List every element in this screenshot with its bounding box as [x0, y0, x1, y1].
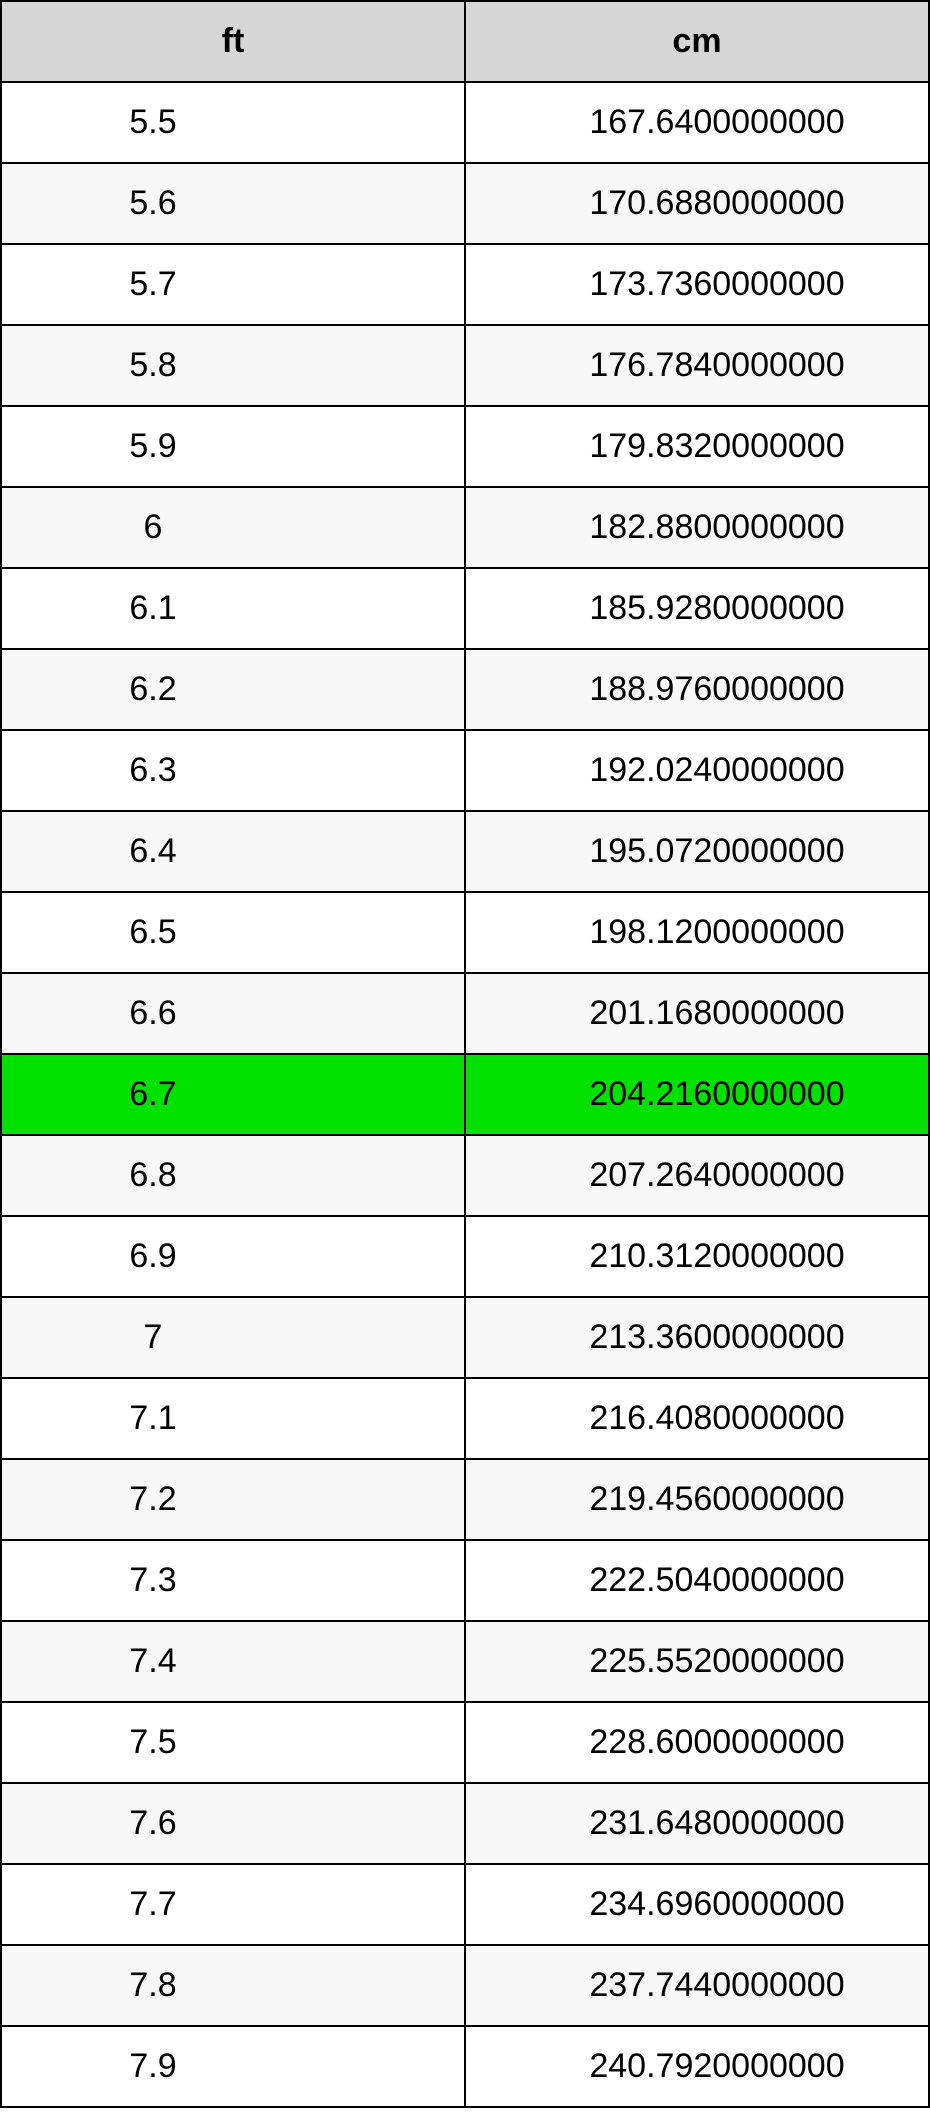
cell-cm: 179.8320000000 — [465, 406, 929, 487]
table-row: 6.7204.2160000000 — [1, 1054, 929, 1135]
cell-ft: 6.3 — [1, 730, 465, 811]
table-body: 5.5167.64000000005.6170.68800000005.7173… — [1, 82, 929, 2107]
cell-ft: 6.7 — [1, 1054, 465, 1135]
cell-ft: 5.7 — [1, 244, 465, 325]
cell-cm: 192.0240000000 — [465, 730, 929, 811]
cell-ft: 6.1 — [1, 568, 465, 649]
cell-ft: 7.2 — [1, 1459, 465, 1540]
cell-ft: 6.2 — [1, 649, 465, 730]
table-row: 5.9179.8320000000 — [1, 406, 929, 487]
cell-cm: 222.5040000000 — [465, 1540, 929, 1621]
conversion-table: ft cm 5.5167.64000000005.6170.6880000000… — [0, 0, 930, 2108]
cell-ft: 6.6 — [1, 973, 465, 1054]
cell-cm: 231.6480000000 — [465, 1783, 929, 1864]
cell-ft: 7.1 — [1, 1378, 465, 1459]
table-row: 6.8207.2640000000 — [1, 1135, 929, 1216]
col-header-ft: ft — [1, 1, 465, 82]
cell-cm: 213.3600000000 — [465, 1297, 929, 1378]
cell-cm: 185.9280000000 — [465, 568, 929, 649]
cell-cm: 170.6880000000 — [465, 163, 929, 244]
cell-ft: 7.8 — [1, 1945, 465, 2026]
cell-ft: 5.9 — [1, 406, 465, 487]
table-row: 6.6201.1680000000 — [1, 973, 929, 1054]
cell-cm: 234.6960000000 — [465, 1864, 929, 1945]
table-row: 7.2219.4560000000 — [1, 1459, 929, 1540]
cell-cm: 195.0720000000 — [465, 811, 929, 892]
cell-cm: 219.4560000000 — [465, 1459, 929, 1540]
cell-cm: 216.4080000000 — [465, 1378, 929, 1459]
table-row: 7.5228.6000000000 — [1, 1702, 929, 1783]
cell-ft: 6.9 — [1, 1216, 465, 1297]
col-header-cm: cm — [465, 1, 929, 82]
cell-cm: 188.9760000000 — [465, 649, 929, 730]
cell-cm: 204.2160000000 — [465, 1054, 929, 1135]
table-row: 7.8237.7440000000 — [1, 1945, 929, 2026]
cell-ft: 5.5 — [1, 82, 465, 163]
cell-cm: 240.7920000000 — [465, 2026, 929, 2107]
table-row: 6.9210.3120000000 — [1, 1216, 929, 1297]
cell-ft: 7.7 — [1, 1864, 465, 1945]
table-row: 7.4225.5520000000 — [1, 1621, 929, 1702]
cell-ft: 6.8 — [1, 1135, 465, 1216]
cell-cm: 198.1200000000 — [465, 892, 929, 973]
table-row: 7.7234.6960000000 — [1, 1864, 929, 1945]
cell-ft: 6.4 — [1, 811, 465, 892]
cell-cm: 176.7840000000 — [465, 325, 929, 406]
cell-ft: 6.5 — [1, 892, 465, 973]
table-row: 5.5167.6400000000 — [1, 82, 929, 163]
cell-ft: 7.9 — [1, 2026, 465, 2107]
table-row: 6.5198.1200000000 — [1, 892, 929, 973]
table-row: 5.6170.6880000000 — [1, 163, 929, 244]
table-row: 7.3222.5040000000 — [1, 1540, 929, 1621]
cell-ft: 7 — [1, 1297, 465, 1378]
cell-cm: 225.5520000000 — [465, 1621, 929, 1702]
table-row: 7213.3600000000 — [1, 1297, 929, 1378]
cell-ft: 7.6 — [1, 1783, 465, 1864]
cell-cm: 167.6400000000 — [465, 82, 929, 163]
cell-ft: 7.4 — [1, 1621, 465, 1702]
cell-ft: 6 — [1, 487, 465, 568]
table-row: 5.8176.7840000000 — [1, 325, 929, 406]
cell-cm: 201.1680000000 — [465, 973, 929, 1054]
cell-cm: 228.6000000000 — [465, 1702, 929, 1783]
table-row: 6182.8800000000 — [1, 487, 929, 568]
table-row: 6.3192.0240000000 — [1, 730, 929, 811]
table-row: 7.1216.4080000000 — [1, 1378, 929, 1459]
table-row: 6.4195.0720000000 — [1, 811, 929, 892]
cell-ft: 7.3 — [1, 1540, 465, 1621]
cell-cm: 207.2640000000 — [465, 1135, 929, 1216]
cell-ft: 5.6 — [1, 163, 465, 244]
table-row: 7.9240.7920000000 — [1, 2026, 929, 2107]
cell-ft: 5.8 — [1, 325, 465, 406]
table-row: 6.2188.9760000000 — [1, 649, 929, 730]
cell-cm: 210.3120000000 — [465, 1216, 929, 1297]
table-row: 5.7173.7360000000 — [1, 244, 929, 325]
cell-ft: 7.5 — [1, 1702, 465, 1783]
table-row: 6.1185.9280000000 — [1, 568, 929, 649]
table-row: 7.6231.6480000000 — [1, 1783, 929, 1864]
table-header-row: ft cm — [1, 1, 929, 82]
cell-cm: 237.7440000000 — [465, 1945, 929, 2026]
cell-cm: 182.8800000000 — [465, 487, 929, 568]
cell-cm: 173.7360000000 — [465, 244, 929, 325]
